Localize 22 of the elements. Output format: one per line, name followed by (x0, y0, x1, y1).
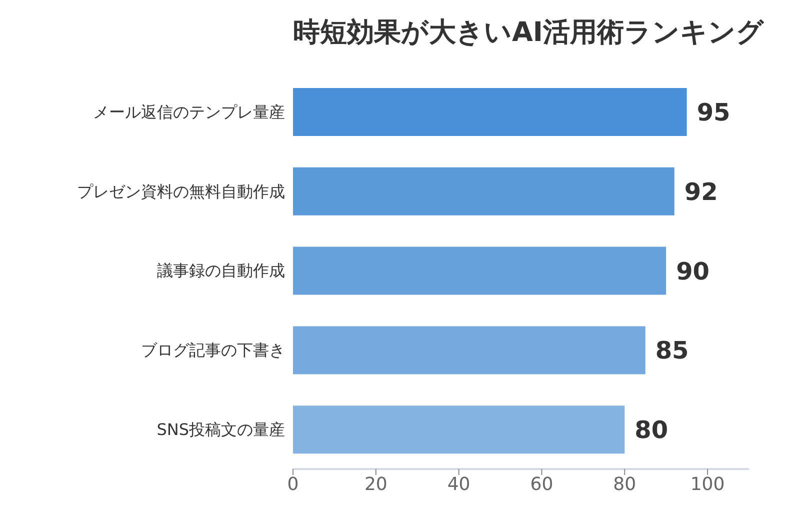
x-tick-label: 20 (364, 474, 388, 495)
data-label: 90 (676, 257, 710, 286)
y-tick-label: メール返信のテンプレ量産 (93, 102, 285, 122)
y-tick-label: プレゼン資料の無料自動作成 (77, 182, 285, 201)
x-tick-label: 60 (530, 474, 554, 495)
x-tick-label: 100 (690, 474, 725, 495)
x-tick-label: 80 (613, 474, 636, 495)
x-tick-label: 0 (287, 474, 299, 495)
bar (293, 167, 674, 216)
data-label: 95 (696, 98, 730, 127)
y-tick-label: ブログ記事の下書き (141, 340, 285, 360)
bar (293, 406, 625, 454)
bar (293, 326, 646, 374)
data-label: 92 (684, 178, 718, 206)
chart-title: 時短効果が大きいAI活用術ランキング (293, 16, 764, 50)
bar (293, 246, 666, 295)
y-tick-label: 議事録の自動作成 (157, 261, 285, 280)
bar (293, 88, 687, 136)
data-label: 85 (655, 336, 689, 365)
x-tick-label: 40 (447, 474, 470, 495)
data-label: 80 (634, 416, 668, 444)
y-tick-label: SNS投稿文の量産 (156, 420, 285, 439)
